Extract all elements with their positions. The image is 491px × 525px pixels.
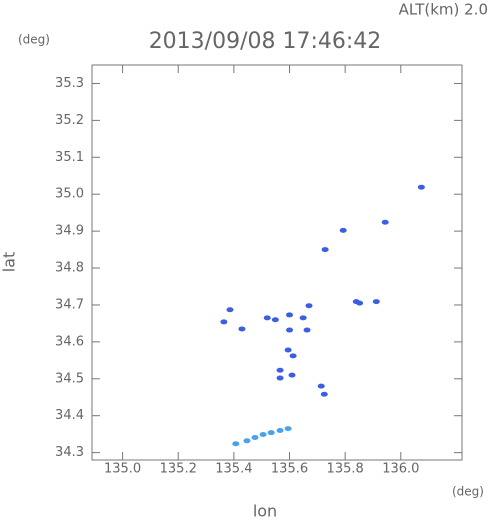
y-tick-label: 34.3 [55,445,84,460]
plot-frame [91,64,463,461]
echo-point [232,441,240,447]
echo-point [288,372,296,378]
echo-point [251,434,259,440]
echo-point [286,327,294,333]
echo-point [381,219,389,225]
x-tick-label: 135.8 [327,462,364,477]
echo-point [299,315,307,321]
y-tick-label: 35.0 [55,187,84,202]
chart-title: 2013/09/08 17:46:42 [149,29,382,54]
echo-point [320,391,328,397]
y-tick-label: 35.2 [55,113,84,128]
echo-point [303,327,311,333]
x-unit: (deg) [452,485,484,499]
y-tick-label: 35.1 [55,150,84,165]
y-tick-label: 34.7 [55,297,84,312]
echo-point [289,353,297,359]
echo-point [286,312,294,318]
echo-point [267,430,275,436]
y-tick-label: 34.5 [55,371,84,386]
echo-point [317,383,325,389]
echo-point [238,326,246,332]
x-axis-label: lon [253,502,277,521]
echo-point [284,347,292,353]
y-tick-label: 35.3 [55,76,84,91]
x-tick-label: 135.4 [215,462,252,477]
echo-point [417,184,425,190]
x-tick-label: 135.2 [160,462,197,477]
echo-point [276,427,284,433]
y-unit: (deg) [18,33,50,47]
echo-point [220,319,228,325]
y-tick-label: 34.4 [55,408,84,423]
echo-point [321,247,329,253]
echo-point [226,307,234,313]
echo-point [284,426,292,432]
x-tick-label: 136.0 [382,462,419,477]
echo-point [259,432,267,438]
y-axis-label: lat [0,252,19,273]
x-tick-label: 135.0 [104,462,141,477]
echo-point [372,299,380,305]
echo-point [271,317,279,323]
echo-point [339,227,347,233]
x-tick-label: 135.6 [271,462,308,477]
echo-point [263,315,271,321]
echo-point [356,300,364,306]
y-tick-label: 34.8 [55,261,84,276]
echo-point [305,303,313,309]
altitude-label: ALT(km) 2.0 [399,1,488,19]
echo-point [243,438,251,444]
y-tick-label: 34.9 [55,224,84,239]
echo-point [276,367,284,373]
echo-point [276,375,284,381]
y-tick-label: 34.6 [55,334,84,349]
